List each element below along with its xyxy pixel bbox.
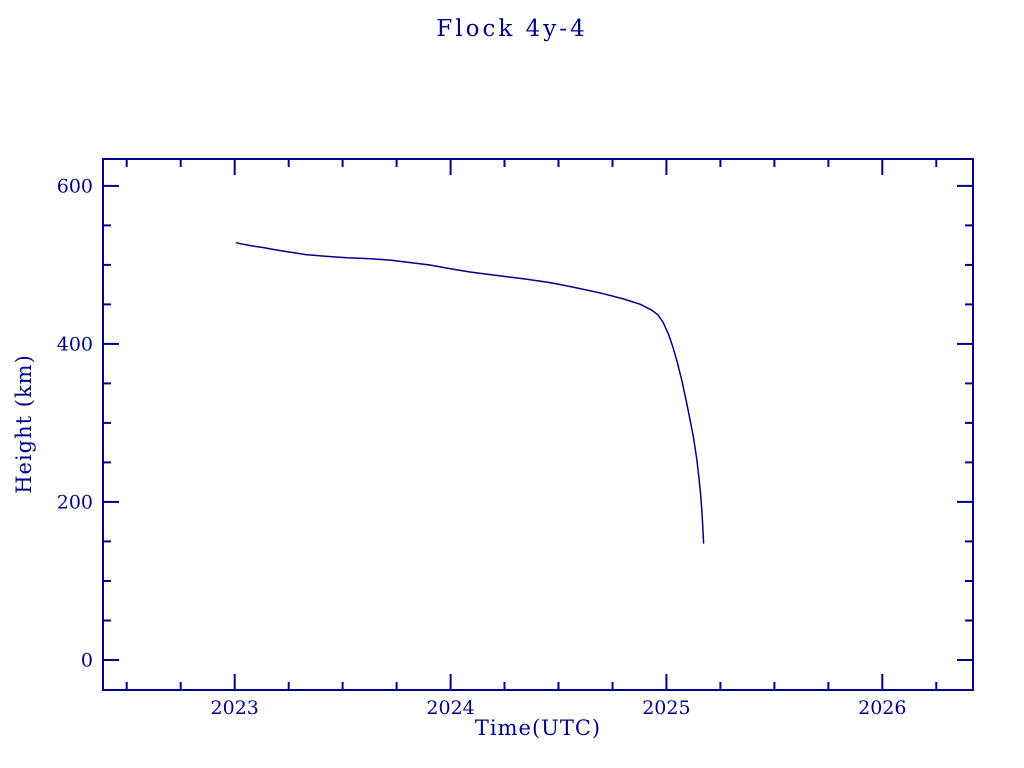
y-axis-label: Height (km) xyxy=(12,354,36,494)
x-tick-label: 2023 xyxy=(211,697,259,719)
x-axis-label: Time(UTC) xyxy=(474,716,602,740)
chart-title: Flock 4y-4 xyxy=(436,16,588,42)
y-axis-ticks: 0 200 400 600 xyxy=(57,175,973,672)
plot-frame xyxy=(102,158,974,691)
y-tick-label: 200 xyxy=(57,491,93,513)
y-tick-label: 400 xyxy=(57,333,93,355)
y-tick-label: 0 xyxy=(81,650,93,672)
x-tick-label: 2025 xyxy=(642,697,690,719)
x-tick-label: 2024 xyxy=(426,697,474,719)
decay-curve xyxy=(236,242,705,544)
x-axis-ticks: 2023 2024 2025 2026 xyxy=(125,159,938,719)
y-tick-label: 600 xyxy=(57,175,93,197)
x-tick-label: 2026 xyxy=(858,697,906,719)
